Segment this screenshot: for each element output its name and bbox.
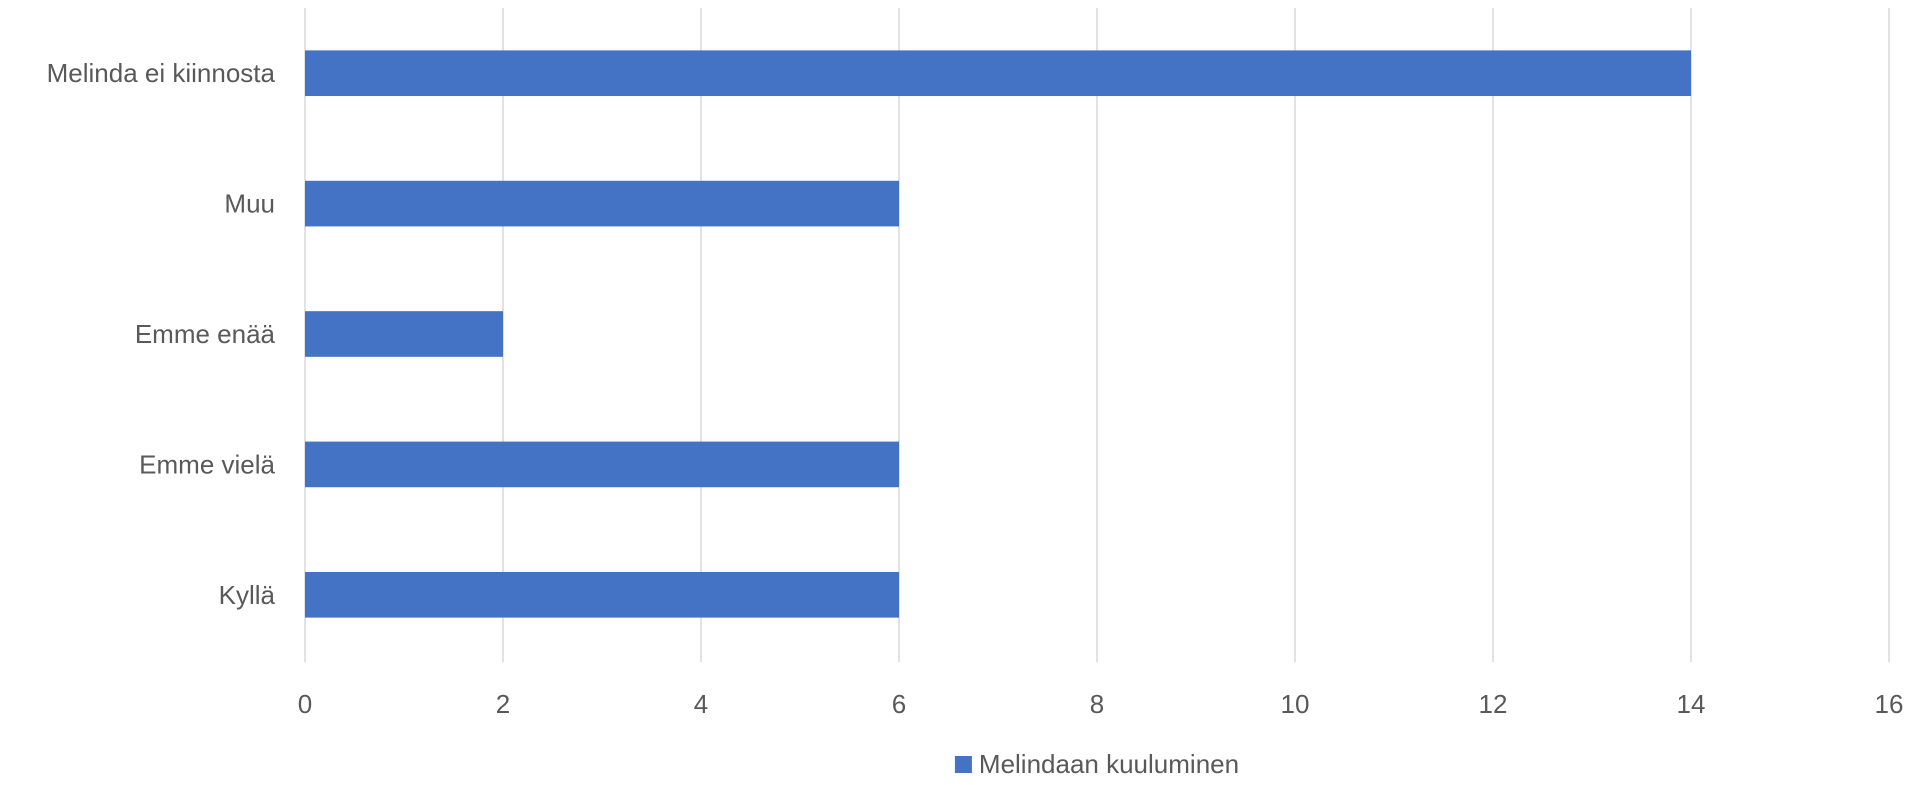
x-tick-label: 8 xyxy=(1090,689,1104,719)
x-tick-label: 2 xyxy=(496,689,510,719)
category-label: Emme vielä xyxy=(139,449,275,479)
legend-swatch xyxy=(954,756,972,773)
x-tick-label: 6 xyxy=(892,689,906,719)
x-tick-label: 0 xyxy=(298,689,312,719)
x-tick-label: 12 xyxy=(1479,689,1508,719)
bar xyxy=(305,441,899,488)
x-tick-label: 16 xyxy=(1875,689,1904,719)
x-tick-label: 14 xyxy=(1677,689,1706,719)
legend-label: Melindaan kuuluminen xyxy=(979,749,1239,779)
gridlines xyxy=(304,8,1890,662)
legend: Melindaan kuuluminen xyxy=(954,749,1239,779)
x-tick-labels: 0 2 4 6 8 10 12 14 16 xyxy=(298,689,1904,719)
category-label: Melinda ei kiinnosta xyxy=(47,58,276,88)
category-label: Kyllä xyxy=(219,580,276,610)
bar xyxy=(305,311,503,357)
bar xyxy=(305,180,899,227)
x-tick-label: 10 xyxy=(1281,689,1310,719)
category-labels: Melinda ei kiinnosta Muu Emme enää Emme vie… xyxy=(47,58,276,610)
x-tick-label: 4 xyxy=(694,689,708,719)
bar xyxy=(305,50,1691,97)
category-label: Emme enää xyxy=(135,319,276,349)
bars-group xyxy=(305,50,1691,618)
bar xyxy=(305,571,899,618)
category-label: Muu xyxy=(224,189,275,219)
